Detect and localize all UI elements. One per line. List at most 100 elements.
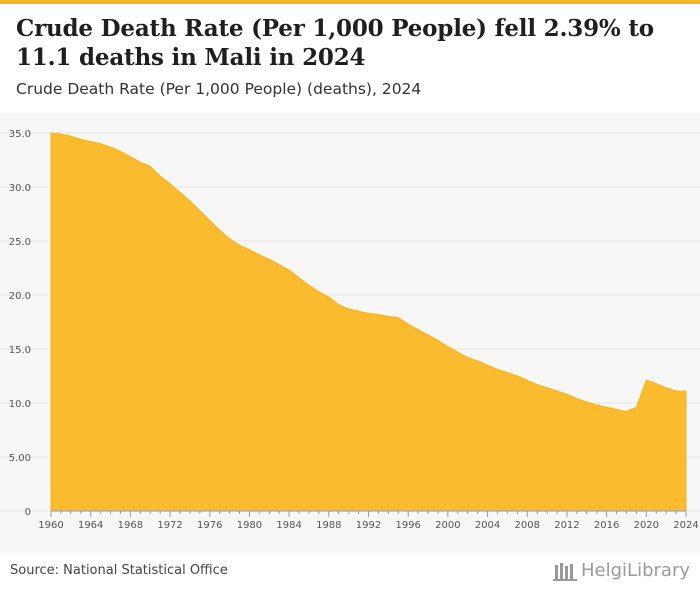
data-point[interactable] xyxy=(267,257,271,261)
data-point[interactable] xyxy=(327,295,331,299)
x-tick-label: 2004 xyxy=(475,520,500,531)
y-axis: 0 5.00 10.0 15.0 20.0 25.0 30.0 35.0 xyxy=(9,129,31,518)
x-tick-label: 2016 xyxy=(594,520,619,531)
helgi-library-logo[interactable]: HelgiLibrary xyxy=(553,560,690,581)
chart-title: Crude Death Rate (Per 1,000 People) fell… xyxy=(16,15,654,71)
data-point[interactable] xyxy=(367,311,371,315)
data-point[interactable] xyxy=(535,383,539,387)
y-tick-label: 25.0 xyxy=(9,237,31,248)
data-point[interactable] xyxy=(138,160,142,164)
x-tick-label: 1968 xyxy=(118,520,143,531)
data-point[interactable] xyxy=(238,243,242,247)
data-point[interactable] xyxy=(118,149,122,153)
data-point[interactable] xyxy=(595,403,599,407)
data-point[interactable] xyxy=(49,131,53,135)
data-point[interactable] xyxy=(168,182,172,186)
x-tick-label: 1976 xyxy=(197,520,222,531)
data-point[interactable] xyxy=(128,155,132,159)
x-tick-label: 1996 xyxy=(395,520,420,531)
data-point[interactable] xyxy=(644,378,648,382)
data-point[interactable] xyxy=(376,312,380,316)
y-tick-label: 15.0 xyxy=(9,345,31,356)
data-point[interactable] xyxy=(674,389,678,393)
x-tick-label: 2020 xyxy=(634,520,659,531)
data-point[interactable] xyxy=(89,140,93,144)
logo-text: HelgiLibrary xyxy=(581,560,690,581)
data-point[interactable] xyxy=(307,283,311,287)
chart-container: 0 5.00 10.0 15.0 20.0 25.0 30.0 35.0 1960 1964 19… xyxy=(0,113,700,553)
x-tick-label: 2024 xyxy=(673,520,698,531)
data-point[interactable] xyxy=(188,199,192,203)
data-point[interactable] xyxy=(615,407,619,411)
data-point[interactable] xyxy=(624,410,628,414)
top-accent-bar xyxy=(0,0,700,4)
x-tick-label: 1988 xyxy=(316,520,341,531)
data-point[interactable] xyxy=(228,237,232,241)
data-point[interactable] xyxy=(99,142,103,146)
x-tick-label: 2000 xyxy=(435,520,460,531)
data-point[interactable] xyxy=(287,268,291,272)
data-point[interactable] xyxy=(654,382,658,386)
data-point[interactable] xyxy=(634,405,638,409)
x-axis: 1960 1964 1968 1972 1976 1980 1984 1988 1992 1996… xyxy=(38,510,699,531)
data-point[interactable] xyxy=(436,338,440,342)
data-point[interactable] xyxy=(505,371,509,375)
header: Crude Death Rate (Per 1,000 People) fell… xyxy=(16,14,688,98)
data-point[interactable] xyxy=(486,363,490,367)
data-point[interactable] xyxy=(247,248,251,252)
y-tick-label: 10.0 xyxy=(9,399,31,410)
y-tick-label: 0 xyxy=(25,507,31,518)
data-point[interactable] xyxy=(426,333,430,337)
data-point[interactable] xyxy=(664,386,668,390)
chart-subtitle: Crude Death Rate (Per 1,000 People) (dea… xyxy=(16,80,422,98)
data-point[interactable] xyxy=(565,392,569,396)
data-point[interactable] xyxy=(109,145,113,149)
data-point[interactable] xyxy=(257,253,261,257)
data-point[interactable] xyxy=(297,276,301,280)
x-tick-label: 2008 xyxy=(515,520,540,531)
data-point[interactable] xyxy=(605,405,609,409)
data-point[interactable] xyxy=(198,209,202,213)
data-point[interactable] xyxy=(545,386,549,390)
data-point[interactable] xyxy=(466,356,470,360)
data-point[interactable] xyxy=(515,374,519,378)
source-note: Source: National Statistical Office xyxy=(10,563,228,578)
data-point[interactable] xyxy=(357,309,361,313)
data-point[interactable] xyxy=(555,389,559,393)
data-point[interactable] xyxy=(317,290,321,294)
data-point[interactable] xyxy=(684,389,688,393)
data-point[interactable] xyxy=(148,164,152,168)
library-building-icon xyxy=(553,562,578,581)
data-point[interactable] xyxy=(386,315,390,319)
data-point[interactable] xyxy=(277,263,281,267)
data-point[interactable] xyxy=(406,322,410,326)
data-point[interactable] xyxy=(575,397,579,401)
data-point[interactable] xyxy=(178,190,182,194)
data-point[interactable] xyxy=(476,359,480,363)
area-series-fill xyxy=(50,132,687,512)
data-point[interactable] xyxy=(208,218,212,222)
data-point[interactable] xyxy=(218,228,222,232)
y-tick-label: 35.0 xyxy=(9,129,31,140)
x-tick-label: 1992 xyxy=(356,520,381,531)
y-tick-label: 5.00 xyxy=(9,453,31,464)
data-point[interactable] xyxy=(158,174,162,178)
data-point[interactable] xyxy=(59,132,63,136)
data-point[interactable] xyxy=(396,316,400,320)
x-tick-label: 1960 xyxy=(38,520,63,531)
x-tick-label: 1980 xyxy=(237,520,262,531)
data-point[interactable] xyxy=(585,400,589,404)
data-point[interactable] xyxy=(495,368,499,372)
x-tick-label: 1972 xyxy=(157,520,182,531)
y-tick-label: 30.0 xyxy=(9,183,31,194)
data-point[interactable] xyxy=(446,345,450,349)
data-point[interactable] xyxy=(69,134,73,138)
data-point[interactable] xyxy=(456,350,460,354)
x-tick-label: 1984 xyxy=(276,520,301,531)
data-point[interactable] xyxy=(79,137,83,141)
data-point[interactable] xyxy=(337,303,341,307)
data-point[interactable] xyxy=(525,378,529,382)
data-point[interactable] xyxy=(347,307,351,311)
data-point[interactable] xyxy=(416,328,420,332)
